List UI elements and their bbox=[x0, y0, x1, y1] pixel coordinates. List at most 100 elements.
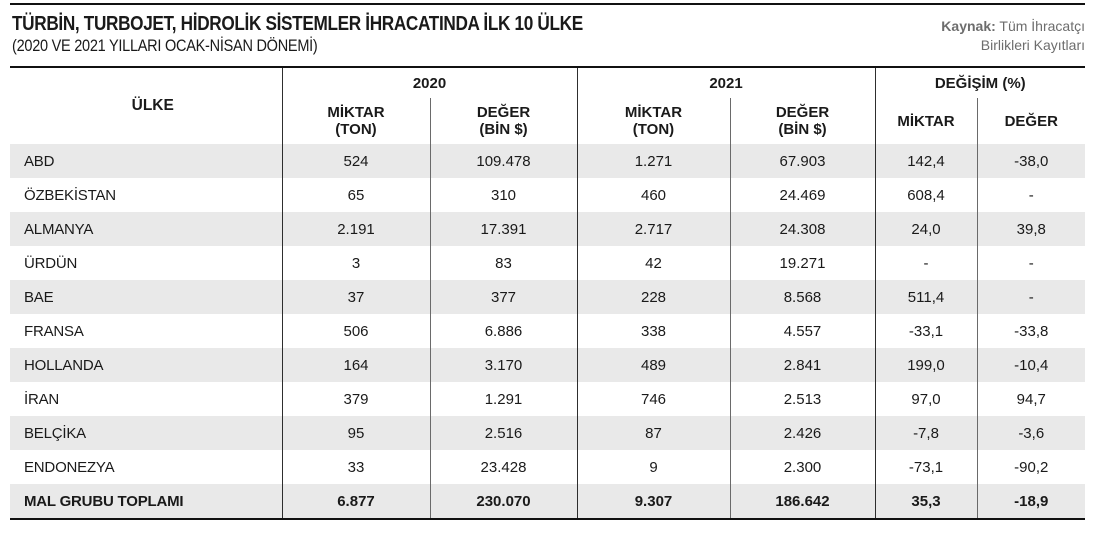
table-row: ÖZBEKİSTAN 65 310 460 24.469 608,4 - bbox=[10, 178, 1085, 212]
table-row: BELÇİKA 95 2.516 87 2.426 -7,8 -3,6 bbox=[10, 416, 1085, 450]
table-header: ÜLKE 2020 2021 DEĞİŞİM (%) MİKTAR (TON) … bbox=[10, 67, 1085, 144]
cell-degisim-deger: -33,8 bbox=[976, 314, 1085, 348]
col-header-2020-miktar-l1: MİKTAR bbox=[327, 104, 385, 121]
col-header-degisim-deger: DEĞER bbox=[976, 98, 1085, 144]
cell-2020-deger: 1.291 bbox=[429, 382, 577, 416]
cell-degisim-miktar: 199,0 bbox=[874, 348, 977, 382]
country-cell: BAE bbox=[24, 288, 54, 306]
cell-degisim-miktar: 142,4 bbox=[874, 144, 977, 178]
country-cell: FRANSA bbox=[24, 322, 84, 340]
page-title: TÜRBİN, TURBOJET, HİDROLİK SİSTEMLER İHR… bbox=[12, 13, 583, 35]
table-row: HOLLANDA 164 3.170 489 2.841 199,0 -10,4 bbox=[10, 348, 1085, 382]
cell-degisim-miktar: 97,0 bbox=[874, 382, 977, 416]
col-header-2021-deger-l2: (BİN $) bbox=[778, 121, 827, 138]
cell-2020-miktar: 33 bbox=[281, 450, 430, 484]
cell-degisim-miktar: 24,0 bbox=[874, 212, 977, 246]
table-row: BAE 37 377 228 8.568 511,4 - bbox=[10, 280, 1085, 314]
cell-degisim-miktar: -7,8 bbox=[874, 416, 977, 450]
col-header-2020-deger-l2: (BİN $) bbox=[479, 121, 528, 138]
country-cell: İRAN bbox=[24, 390, 60, 408]
cell-2021-deger: 4.557 bbox=[729, 314, 875, 348]
country-cell: ÜRDÜN bbox=[24, 254, 78, 272]
cell-2020-miktar: 95 bbox=[281, 416, 430, 450]
table-row: ENDONEZYA 33 23.428 9 2.300 -73,1 -90,2 bbox=[10, 450, 1085, 484]
cell-degisim-deger: - bbox=[976, 280, 1085, 314]
cell-2021-deger: 24.469 bbox=[729, 178, 875, 212]
country-cell: ALMANYA bbox=[24, 220, 94, 238]
cell-2021-deger: 8.568 bbox=[729, 280, 875, 314]
page-subtitle: (2020 VE 2021 YILLARI OCAK-NİSAN DÖNEMİ) bbox=[12, 37, 318, 55]
cell-2021-miktar: 489 bbox=[576, 348, 730, 382]
col-header-2021-miktar-l2: (TON) bbox=[632, 121, 675, 138]
country-cell: ENDONEZYA bbox=[24, 458, 115, 476]
cell-2020-miktar: 2.191 bbox=[281, 212, 430, 246]
col-header-degisim-miktar: MİKTAR bbox=[874, 98, 977, 144]
title-block: TÜRBİN, TURBOJET, HİDROLİK SİSTEMLER İHR… bbox=[12, 12, 676, 57]
cell-2020-deger: 6.886 bbox=[429, 314, 577, 348]
col-header-2021-miktar: MİKTAR (TON) bbox=[576, 98, 730, 144]
col-group-degisim: DEĞİŞİM (%) bbox=[874, 67, 1085, 98]
country-cell: ABD bbox=[24, 152, 55, 170]
cell-2020-deger: 83 bbox=[429, 246, 577, 280]
masthead: TÜRBİN, TURBOJET, HİDROLİK SİSTEMLER İHR… bbox=[10, 5, 1085, 66]
country-cell: BELÇİKA bbox=[24, 424, 86, 442]
cell-2021-miktar: 87 bbox=[576, 416, 730, 450]
country-cell: MAL GRUBU TOPLAMI bbox=[24, 492, 184, 510]
cell-2021-deger: 186.642 bbox=[729, 484, 875, 519]
cell-degisim-deger: -3,6 bbox=[976, 416, 1085, 450]
cell-degisim-miktar: -73,1 bbox=[874, 450, 977, 484]
cell-degisim-deger: 94,7 bbox=[976, 382, 1085, 416]
cell-2021-deger: 2.513 bbox=[729, 382, 875, 416]
col-header-2020-deger-l1: DEĞER bbox=[476, 104, 531, 121]
col-header-2021-deger-l1: DEĞER bbox=[775, 104, 830, 121]
cell-2021-miktar: 460 bbox=[576, 178, 730, 212]
cell-degisim-deger: 39,8 bbox=[976, 212, 1085, 246]
cell-2021-miktar: 42 bbox=[576, 246, 730, 280]
cell-2020-miktar: 506 bbox=[281, 314, 430, 348]
col-header-degisim-miktar-l1: MİKTAR bbox=[897, 112, 955, 130]
country-cell: ÖZBEKİSTAN bbox=[24, 186, 116, 204]
cell-2020-miktar: 379 bbox=[281, 382, 430, 416]
cell-degisim-deger: - bbox=[976, 246, 1085, 280]
header-group-row: ÜLKE 2020 2021 DEĞİŞİM (%) bbox=[10, 67, 1085, 144]
country-cell: HOLLANDA bbox=[24, 356, 104, 374]
source-line2: Birlikleri Kayıtları bbox=[980, 37, 1085, 53]
data-table: ÜLKE 2020 2021 DEĞİŞİM (%) MİKTAR (TON) … bbox=[10, 66, 1085, 520]
cell-2021-miktar: 338 bbox=[576, 314, 730, 348]
page: TÜRBİN, TURBOJET, HİDROLİK SİSTEMLER İHR… bbox=[0, 3, 1094, 520]
cell-degisim-deger: -18,9 bbox=[976, 484, 1085, 519]
col-header-2021-deger: DEĞER (BİN $) bbox=[729, 98, 875, 144]
table-row: FRANSA 506 6.886 338 4.557 -33,1 -33,8 bbox=[10, 314, 1085, 348]
table-row: ÜRDÜN 3 83 42 19.271 - - bbox=[10, 246, 1085, 280]
cell-2020-miktar: 6.877 bbox=[281, 484, 430, 519]
cell-2021-deger: 2.841 bbox=[729, 348, 875, 382]
cell-degisim-deger: - bbox=[976, 178, 1085, 212]
col-header-2020-miktar: MİKTAR (TON) bbox=[281, 98, 430, 144]
source-credit: Kaynak: Tüm İhracatçı Birlikleri Kayıtla… bbox=[941, 12, 1085, 55]
cell-2020-deger: 2.516 bbox=[429, 416, 577, 450]
cell-degisim-deger: -90,2 bbox=[976, 450, 1085, 484]
cell-2020-miktar: 65 bbox=[281, 178, 430, 212]
col-header-ulke: ÜLKE bbox=[10, 67, 282, 144]
table-total-row: MAL GRUBU TOPLAMI 6.877 230.070 9.307 18… bbox=[10, 484, 1085, 519]
cell-2020-deger: 109.478 bbox=[429, 144, 577, 178]
col-header-2021-miktar-l1: MİKTAR bbox=[624, 104, 683, 121]
cell-2020-deger: 310 bbox=[429, 178, 577, 212]
cell-2021-deger: 2.426 bbox=[729, 416, 875, 450]
cell-2020-deger: 17.391 bbox=[429, 212, 577, 246]
cell-2021-miktar: 9 bbox=[576, 450, 730, 484]
cell-2021-deger: 67.903 bbox=[729, 144, 875, 178]
table-row: İRAN 379 1.291 746 2.513 97,0 94,7 bbox=[10, 382, 1085, 416]
cell-degisim-miktar: -33,1 bbox=[874, 314, 977, 348]
cell-2021-deger: 24.308 bbox=[729, 212, 875, 246]
cell-2021-miktar: 1.271 bbox=[576, 144, 730, 178]
cell-2021-deger: 2.300 bbox=[729, 450, 875, 484]
cell-degisim-deger: -38,0 bbox=[976, 144, 1085, 178]
cell-2020-miktar: 524 bbox=[281, 144, 430, 178]
top-rule bbox=[10, 3, 1085, 5]
header-sub-row: MİKTAR (TON) DEĞER (BİN $) MİKTAR (TON) … bbox=[10, 98, 1085, 144]
cell-2020-deger: 23.428 bbox=[429, 450, 577, 484]
cell-2021-miktar: 746 bbox=[576, 382, 730, 416]
table-row: ABD 524 109.478 1.271 67.903 142,4 -38,0 bbox=[10, 144, 1085, 178]
cell-degisim-miktar: - bbox=[874, 246, 977, 280]
